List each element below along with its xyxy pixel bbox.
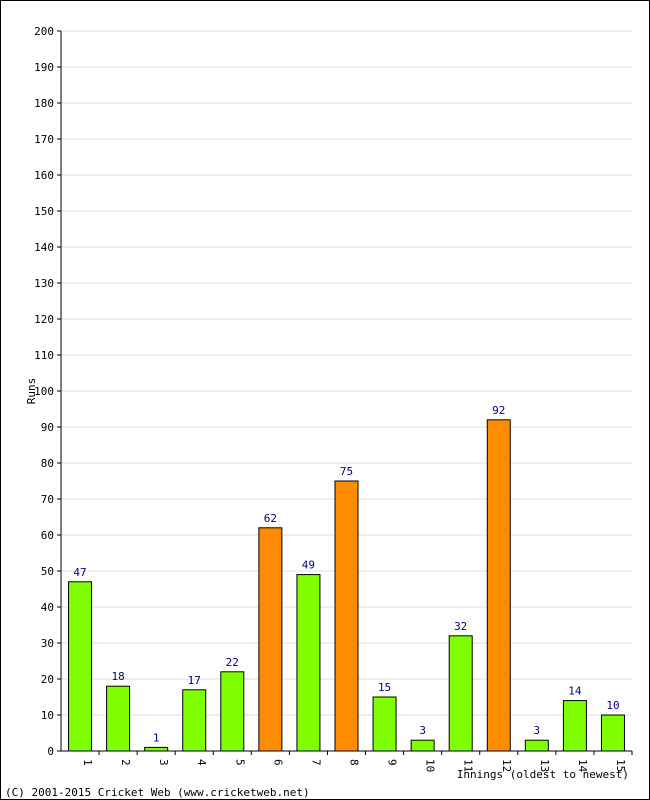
bar-value-label: 92 [492, 404, 505, 417]
x-tick-label: 15 [614, 759, 627, 772]
y-tick-label: 30 [41, 637, 54, 650]
y-axis-label: Runs [25, 378, 38, 405]
bar [410, 739, 435, 752]
bar [182, 689, 207, 752]
y-tick-label: 190 [34, 61, 54, 74]
y-tick-label: 150 [34, 205, 54, 218]
x-tick-label: 12 [500, 759, 513, 772]
bar-value-label: 22 [226, 656, 239, 669]
grid [61, 30, 632, 716]
y-tick-label: 70 [41, 493, 54, 506]
y-tick-label: 50 [41, 565, 54, 578]
y-tick-label: 10 [41, 709, 54, 722]
value-labels: 47 18 1 17 22 62 49 75 15 3 32 92 3 14 10 [73, 404, 619, 745]
bar [144, 746, 169, 752]
y-tick-label: 80 [41, 457, 54, 470]
y-tick-label: 140 [34, 241, 54, 254]
bar-value-label: 3 [419, 724, 426, 737]
y-tick-label: 180 [34, 97, 54, 110]
x-tick-label: 1 [81, 759, 94, 766]
bar [220, 671, 245, 752]
bar-value-label: 14 [568, 685, 582, 698]
bar-value-label: 47 [73, 566, 86, 579]
y-tick-label: 110 [34, 349, 54, 362]
bar-value-label: 3 [534, 724, 541, 737]
y-tick-label: 130 [34, 277, 54, 290]
x-tick-label: 6 [271, 759, 284, 766]
x-tick-label: 14 [576, 759, 589, 773]
y-tick-label: 120 [34, 313, 54, 326]
y-tick-label: 90 [41, 421, 54, 434]
x-tick-label: 10 [424, 759, 437, 772]
bar-value-label: 15 [378, 681, 391, 694]
bar-value-label: 32 [454, 620, 467, 633]
y-tick-labels: 0 10 20 30 40 50 60 70 80 90 100 110 120 130 140 150 160… [34, 25, 54, 758]
bar [372, 696, 397, 752]
copyright-footer: (C) 2001-2015 Cricket Web (www.cricketwe… [5, 786, 310, 799]
x-tick-label: 3 [157, 759, 170, 766]
x-tick-label: 11 [462, 759, 475, 772]
x-tick-label: 8 [348, 759, 361, 766]
bar [486, 419, 511, 752]
y-tick-label: 20 [41, 673, 54, 686]
y-tick-label: 160 [34, 169, 54, 182]
bar-value-label: 1 [153, 731, 160, 744]
bar-value-label: 18 [111, 670, 124, 683]
bar [600, 714, 625, 752]
bar [106, 685, 131, 752]
bar [524, 739, 549, 752]
x-tick-label: 13 [538, 759, 551, 772]
y-tick-label: 170 [34, 133, 54, 146]
bar-value-label: 75 [340, 465, 353, 478]
y-tick-label: 100 [34, 385, 54, 398]
x-tick-label: 2 [119, 759, 132, 766]
x-tick-label: 5 [233, 759, 246, 766]
bar-value-label: 17 [188, 674, 201, 687]
y-tick-label: 40 [41, 601, 54, 614]
bar [448, 635, 473, 752]
bar-value-label: 49 [302, 559, 315, 572]
axes [57, 30, 633, 755]
bar [334, 480, 359, 752]
bar [258, 527, 283, 752]
x-axis-label: Innings (oldest to newest) [457, 768, 629, 781]
y-tick-label: 0 [47, 745, 54, 758]
x-tick-labels: 1 2 3 4 5 6 7 8 9 10 11 12 13 14 15 [81, 759, 627, 773]
bar-value-label: 10 [606, 699, 619, 712]
bar [68, 581, 93, 752]
x-tick-label: 4 [195, 759, 208, 766]
bar [296, 574, 321, 752]
bar-value-label: 62 [264, 512, 277, 525]
y-tick-label: 200 [34, 25, 54, 38]
bar [562, 700, 587, 752]
x-tick-label: 9 [386, 759, 399, 766]
y-tick-label: 60 [41, 529, 54, 542]
x-tick-label: 7 [309, 759, 322, 766]
